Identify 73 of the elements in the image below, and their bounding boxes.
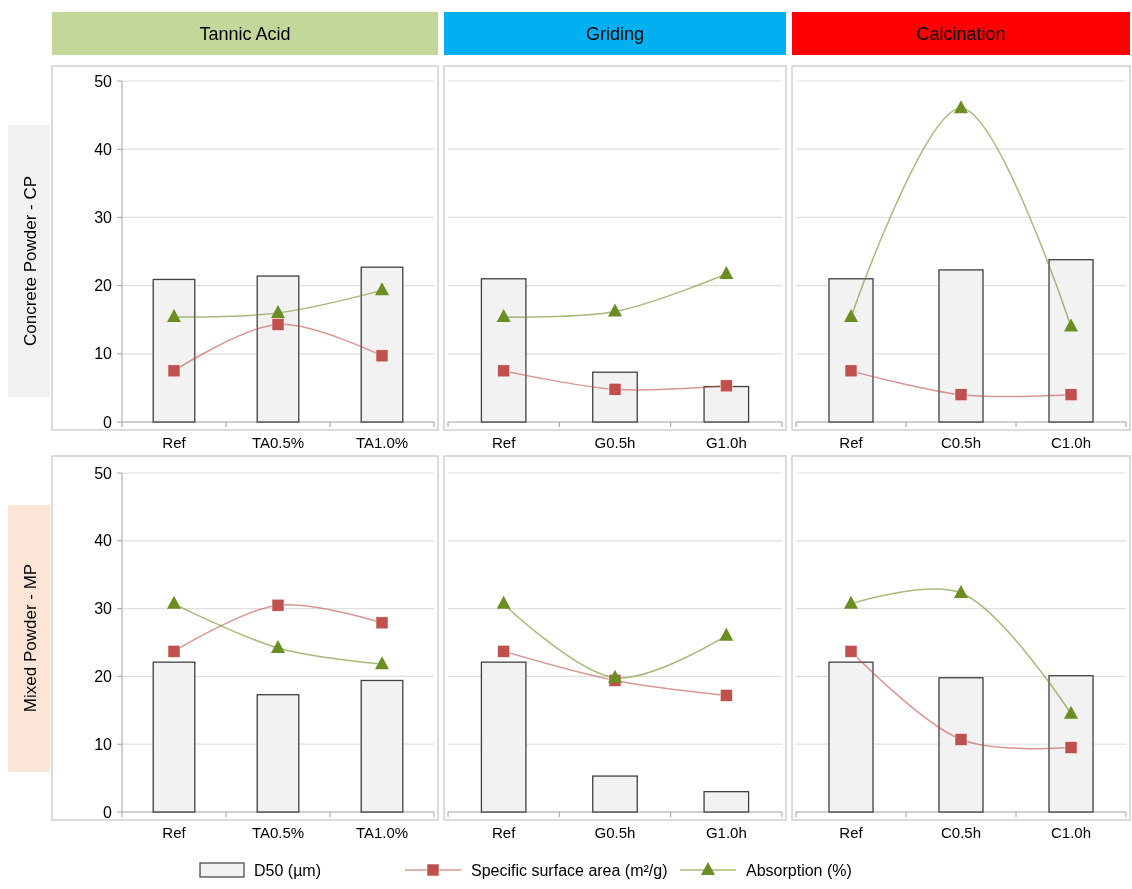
bar — [152, 661, 196, 813]
y-tick-label: 50 — [94, 72, 113, 90]
y-tick-label: 0 — [103, 803, 113, 821]
point — [608, 303, 622, 317]
x-tick-label: C1.0h — [1050, 434, 1092, 451]
point — [954, 388, 968, 401]
point — [608, 383, 622, 396]
point — [167, 595, 181, 609]
x-tick-label: Ref — [491, 824, 517, 841]
point — [954, 585, 968, 599]
point — [375, 656, 389, 670]
x-tick-label: C0.5h — [940, 824, 982, 841]
legend-label: Absorption (%) — [746, 861, 852, 879]
point — [497, 364, 510, 378]
y-tick-label: 10 — [94, 345, 113, 363]
point — [844, 595, 858, 609]
point — [719, 266, 734, 280]
point — [954, 733, 968, 746]
legend-label: Specific surface area (m²/g) — [471, 861, 668, 879]
point — [844, 308, 858, 322]
x-tick-label: Ref — [162, 434, 187, 451]
x-tick-label: TA0.5% — [251, 434, 305, 451]
x-tick-label: G1.0h — [705, 434, 747, 451]
legend-label: D50 (µm) — [254, 861, 321, 879]
x-tick-label: G0.5h — [594, 434, 636, 451]
x-tick-label: Ref — [839, 824, 864, 841]
point — [608, 669, 622, 683]
point — [844, 645, 858, 658]
x-tick-label: G0.5h — [594, 824, 636, 841]
y-tick-label: 0 — [103, 413, 113, 431]
point — [720, 689, 733, 702]
point — [1064, 705, 1078, 719]
y-tick-label: 30 — [94, 209, 113, 226]
bar — [256, 275, 300, 423]
x-tick-label: C0.5h — [940, 434, 982, 451]
bar — [152, 278, 196, 423]
bar — [360, 266, 404, 423]
chart-title: Tannic Acid — [199, 24, 291, 44]
point — [954, 100, 968, 114]
y-tick-label: 50 — [94, 464, 113, 482]
y-tick-label: 20 — [94, 668, 113, 685]
point — [719, 627, 734, 641]
point — [496, 308, 511, 322]
y-tick-label: 30 — [94, 600, 113, 618]
point — [271, 639, 285, 653]
x-tick-label: TA1.0% — [355, 434, 409, 451]
point — [720, 379, 733, 393]
x-tick-label: Ref — [839, 434, 864, 451]
point — [1064, 388, 1078, 401]
y-tick-label: 20 — [94, 277, 113, 295]
point — [271, 598, 285, 612]
point — [167, 645, 181, 658]
point — [1064, 741, 1078, 754]
y-tick-label: 40 — [94, 140, 113, 158]
chart-title: Calcination — [916, 24, 1006, 44]
y-axis-title: Concrete Powder - CP — [21, 175, 40, 347]
point — [844, 364, 858, 378]
x-tick-label: TA0.5% — [251, 824, 305, 841]
point — [496, 595, 511, 609]
point — [375, 616, 389, 630]
x-tick-label: TA1.0% — [355, 824, 409, 841]
y-tick-label: 40 — [94, 532, 113, 550]
bar — [360, 679, 404, 813]
y-tick-label: 10 — [94, 735, 113, 753]
x-tick-label: Ref — [162, 824, 187, 841]
x-tick-label: Ref — [491, 434, 517, 451]
y-axis-title: Mixed Powder - MP — [21, 563, 40, 713]
x-tick-label: G1.0h — [705, 824, 747, 841]
x-tick-label: C1.0h — [1050, 824, 1092, 841]
point — [497, 645, 510, 658]
bar — [256, 694, 300, 813]
point — [1064, 318, 1078, 332]
chart-title: Griding — [585, 24, 645, 44]
